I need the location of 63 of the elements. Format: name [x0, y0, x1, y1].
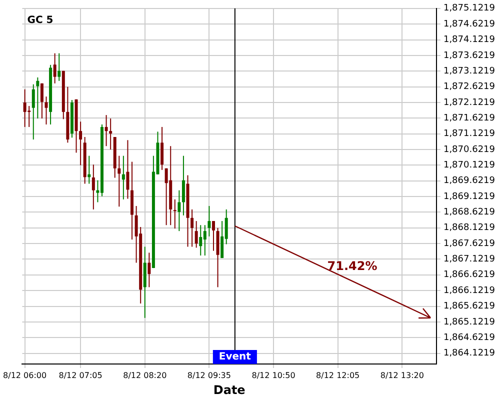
candlestick — [212, 220, 215, 252]
y-tick-label: 1,867.1219 — [443, 254, 496, 265]
candlestick — [164, 168, 168, 226]
candlestick — [28, 105, 31, 128]
candlestick — [173, 198, 176, 230]
y-tick-label: 1,866.1219 — [443, 286, 496, 296]
y-tick-label: 1,864.6219 — [443, 332, 496, 343]
y-tick-label: 1,870.6219 — [443, 144, 496, 155]
y-tick-label: 1,873.1219 — [443, 66, 496, 76]
candlestick — [199, 224, 202, 256]
candlestick — [190, 208, 194, 248]
candlestick — [220, 220, 224, 259]
candlestick — [126, 140, 130, 200]
candlestick — [58, 52, 61, 82]
y-tick-label: 1,866.6219 — [443, 270, 496, 280]
candlestick — [118, 155, 121, 208]
x-axis-title: Date — [213, 382, 246, 397]
candlestick — [122, 155, 125, 200]
candlestick — [182, 155, 185, 216]
candlestick — [40, 82, 44, 120]
candlestick — [203, 224, 206, 256]
y-tick-label: 1,865.6219 — [443, 302, 496, 312]
candlestick — [160, 126, 164, 170]
x-tick-label: 8/12 13:20 — [380, 370, 424, 380]
candlestick — [53, 52, 56, 84]
y-tick-label: 1,868.6219 — [443, 208, 496, 218]
x-tick-label: 8/12 12:05 — [316, 370, 360, 380]
x-tick-label: 8/12 09:35 — [187, 370, 231, 380]
y-tick-label: 1,867.6219 — [443, 238, 496, 249]
candlestick — [109, 118, 112, 150]
y-tick-label: 1,869.6219 — [443, 176, 496, 186]
candlestick — [36, 76, 40, 120]
y-tick-label: 1,874.6219 — [443, 19, 496, 30]
candlestick — [92, 164, 95, 210]
y-tick-label: 1,865.1219 — [443, 317, 496, 328]
candlestick — [23, 88, 26, 128]
y-tick-label: 1,870.1219 — [443, 160, 496, 171]
y-tick-label: 1,871.6219 — [443, 113, 496, 124]
y-tick-label: 1,869.1219 — [443, 192, 496, 202]
y-tick-label: 1,868.1219 — [443, 223, 496, 234]
y-tick-label: 1,874.1219 — [443, 35, 496, 46]
candlestick — [104, 114, 108, 147]
text: GC 5 — [27, 14, 54, 26]
y-tick-label: 1,875.1219 — [443, 4, 496, 14]
candlestick — [178, 190, 181, 232]
x-tick-label: 8/12 07:05 — [58, 370, 102, 380]
candlestick — [216, 227, 220, 288]
y-tick-label: 1,871.1219 — [443, 129, 496, 140]
y-tick-label: 1,872.6219 — [443, 82, 496, 92]
x-tick-label: 8/12 10:50 — [252, 370, 296, 380]
candlestick — [208, 205, 211, 237]
candlestick — [79, 121, 82, 166]
candlestick — [148, 252, 151, 288]
x-tick-label: 8/12 08:20 — [123, 370, 167, 380]
y-tick-label: 1,872.1219 — [443, 98, 496, 108]
candlestick — [194, 220, 198, 248]
candlestick — [32, 84, 35, 140]
candlestick — [44, 96, 48, 125]
ref-line-label: Event — [218, 352, 252, 363]
y-tick-label: 1,864.1219 — [443, 348, 496, 359]
annotation: 71.42% — [327, 259, 378, 274]
x-tick-label: 8/12 06:00 — [3, 370, 47, 380]
y-tick-label: 1,873.6219 — [443, 50, 496, 61]
